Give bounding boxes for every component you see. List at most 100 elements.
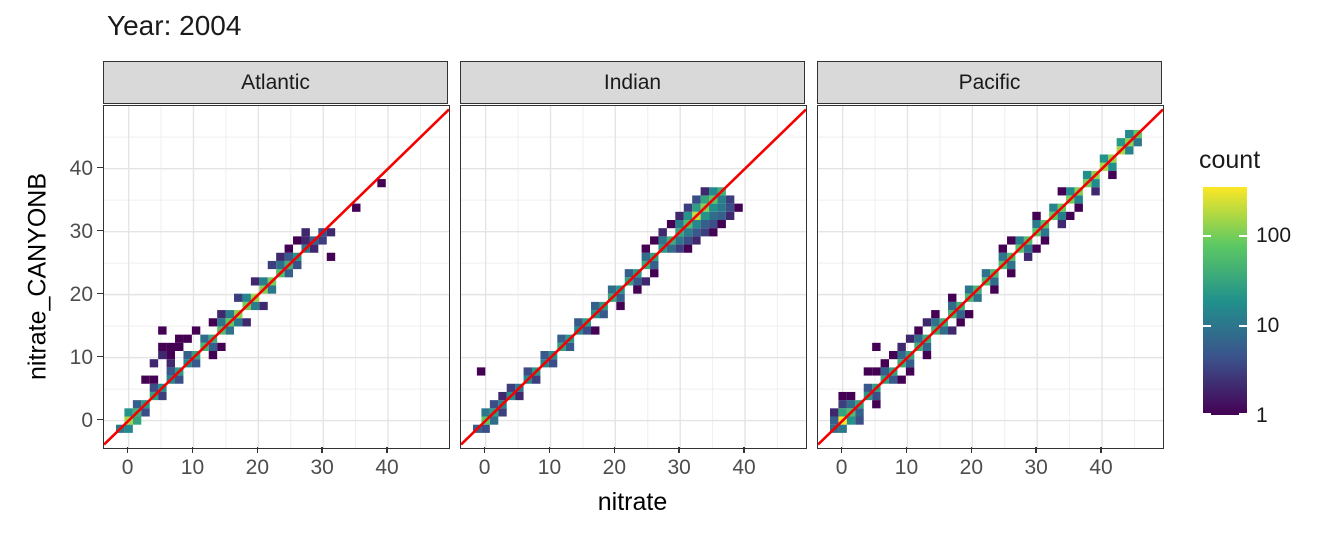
facet-strip-atlantic: Atlantic: [103, 61, 448, 104]
bin2d-cell: [973, 293, 982, 302]
bin2d-cell: [1108, 170, 1117, 180]
bin2d-cell: [557, 334, 566, 343]
x-tick-mark: [321, 447, 323, 453]
bin2d-cell: [582, 326, 592, 335]
panel-canvas-pacific: [818, 106, 1163, 448]
bin2d-cell: [863, 367, 873, 376]
bin2d-cell: [872, 391, 881, 401]
bin2d-cell: [1125, 129, 1134, 139]
bin2d-cell: [641, 244, 651, 253]
bin2d-cell: [880, 367, 890, 376]
bin2d-cell: [956, 318, 965, 327]
legend-tick-mark: [1239, 324, 1247, 327]
panel-indian: [460, 105, 807, 449]
bin2d-cell: [872, 342, 881, 352]
bin2d-cell: [846, 400, 856, 409]
x-tick-label: 20: [959, 456, 984, 479]
bin2d-cell: [889, 375, 898, 384]
bin2d-cell: [352, 203, 361, 212]
bin2d-cell: [709, 211, 718, 220]
legend-tick-label: 1: [1256, 404, 1268, 427]
bin2d-cell: [1091, 187, 1100, 196]
bin2d-cell: [1032, 244, 1041, 253]
bin2d-cell: [175, 342, 184, 352]
bin2d-cell: [476, 367, 486, 376]
y-tick-mark: [97, 166, 103, 169]
y-tick-mark: [97, 292, 103, 295]
legend-tick-mark: [1203, 234, 1211, 237]
bin2d-cell: [846, 391, 856, 401]
bin2d-cell: [855, 416, 864, 425]
bin2d-cell: [734, 203, 743, 212]
bin2d-cell: [208, 351, 218, 360]
bin2d-cell: [217, 310, 226, 319]
x-tick-mark: [970, 447, 973, 453]
bin2d-cell: [250, 277, 260, 286]
bin2d-cell: [242, 318, 251, 327]
bin2d-cell: [829, 416, 839, 425]
facet-strip-pacific: Pacific: [817, 61, 1162, 104]
facet-strip-label: Atlantic: [241, 70, 310, 94]
bin2d-cell: [276, 260, 285, 270]
bin2d-cell: [717, 195, 726, 204]
bin2d-cell: [683, 211, 693, 220]
bin2d-cell: [717, 220, 726, 229]
x-tick-label: 0: [478, 456, 491, 479]
panel-canvas-indian: [461, 106, 806, 448]
x-tick-label: 10: [180, 456, 205, 479]
bin2d-cell: [234, 318, 243, 327]
bin2d-cell: [242, 293, 251, 302]
bin2d-cell: [998, 244, 1008, 253]
x-tick-label: 30: [1024, 456, 1048, 479]
panel-canvas-atlantic: [104, 106, 449, 448]
legend-title: count: [1199, 146, 1261, 174]
bin2d-cell: [548, 359, 558, 368]
x-tick-label: 20: [245, 456, 270, 479]
x-tick-label: 10: [894, 456, 919, 479]
panel-pacific: [817, 105, 1164, 449]
bin2d-cell: [914, 326, 923, 335]
bin2d-cell: [692, 203, 701, 212]
bin2d-cell: [897, 351, 906, 360]
bin2d-cell: [175, 334, 184, 343]
bin2d-cell: [725, 203, 735, 212]
bin2d-cell: [158, 351, 167, 360]
bin2d-cell: [124, 424, 133, 433]
y-tick-mark: [97, 229, 103, 232]
bin2d-cell: [998, 252, 1008, 261]
bin2d-cell: [301, 228, 310, 237]
bin2d-cell: [872, 400, 881, 409]
bin2d-cell: [267, 285, 277, 294]
bin2d-cell: [692, 236, 701, 245]
bin2d-cell: [1057, 220, 1067, 229]
bin2d-cell: [481, 408, 490, 417]
bin2d-cell: [846, 416, 856, 425]
bin2d-cell: [855, 408, 864, 417]
bin2d-cell: [149, 375, 159, 384]
bin2d-cell: [1015, 236, 1024, 245]
bin2d-cell: [1007, 236, 1016, 245]
bin2d-cell: [1099, 154, 1109, 163]
bin2d-cell: [1108, 162, 1117, 171]
x-axis-title: nitrate: [597, 488, 668, 516]
bin2d-cell: [700, 195, 710, 204]
x-tick-mark: [1035, 447, 1037, 453]
bin2d-cell: [225, 310, 235, 319]
bin2d-cell: [1040, 228, 1050, 237]
bin2d-cell: [641, 277, 651, 286]
bin2d-cell: [700, 187, 710, 196]
bin2d-cell: [217, 318, 226, 327]
bin2d-cell: [948, 301, 957, 311]
bin2d-cell: [1032, 220, 1041, 229]
bin2d-cell: [948, 293, 957, 302]
bin2d-cell: [1066, 211, 1075, 220]
bin2d-cell: [981, 269, 991, 278]
x-tick-label: 40: [1089, 456, 1113, 479]
x-tick-mark: [840, 447, 843, 453]
bin2d-cell: [725, 211, 735, 220]
panel-atlantic: [103, 105, 450, 449]
bin2d-cell: [208, 342, 218, 352]
bin2d-cell: [1057, 187, 1067, 196]
bin2d-cell: [276, 252, 285, 261]
bin2d-cell: [675, 236, 684, 245]
